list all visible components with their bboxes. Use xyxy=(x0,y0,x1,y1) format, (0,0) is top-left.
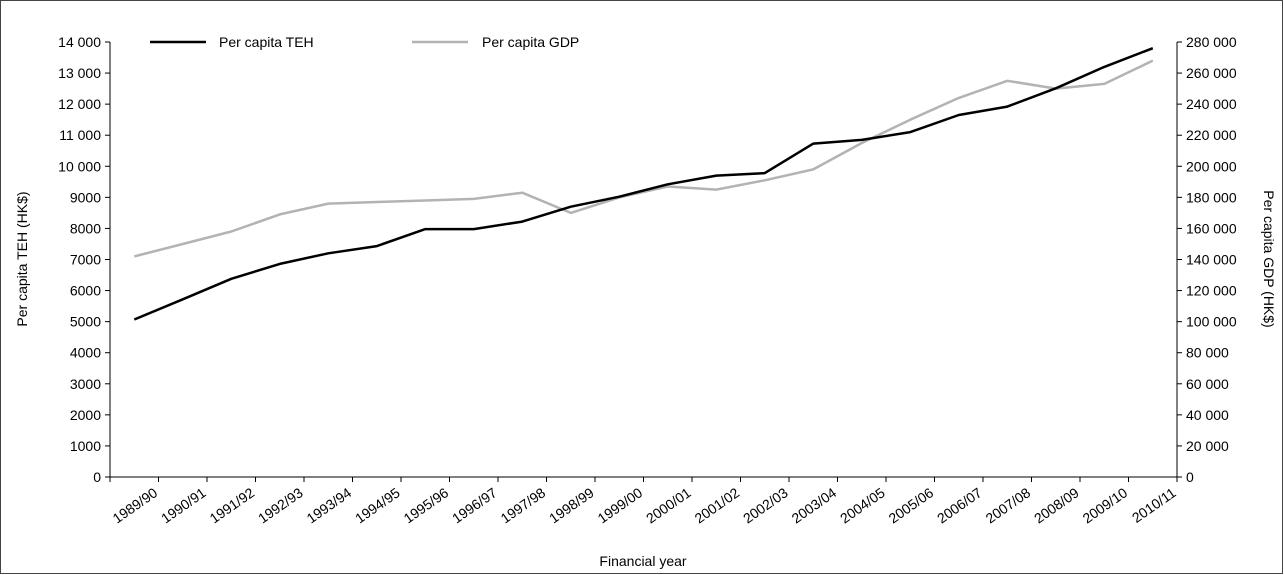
left-axis-tick-label: 14 000 xyxy=(58,34,101,50)
series-line-per-capita-gdp xyxy=(133,59,1154,258)
left-axis-tick-label: 11 000 xyxy=(59,127,101,143)
legend-label-gdp: Per capita GDP xyxy=(482,34,579,50)
x-axis-tick-label: 2000/01 xyxy=(643,484,694,526)
x-axis-tick-label: 1995/96 xyxy=(401,484,452,526)
x-axis-tick-label: 2001/02 xyxy=(692,484,743,526)
left-axis-tick-label: 9000 xyxy=(70,189,101,205)
right-axis-tick-label: 100 000 xyxy=(1186,314,1237,330)
x-axis-tick-label: 2008/09 xyxy=(1031,484,1082,526)
x-axis-tick-label: 1997/98 xyxy=(498,484,549,526)
left-axis-tick-label: 6000 xyxy=(70,283,101,299)
x-axis-tick-label: 2002/03 xyxy=(740,484,791,526)
left-axis-tick-label: 3000 xyxy=(70,376,101,392)
right-axis-title: Per capita GDP (HK$) xyxy=(1261,190,1277,327)
left-axis-tick-label: 4000 xyxy=(70,345,101,361)
right-axis-tick-label: 220 000 xyxy=(1186,127,1237,143)
x-axis-tick-label: 1998/99 xyxy=(546,484,597,526)
right-axis-tick-label: 180 000 xyxy=(1186,189,1237,205)
x-axis-tick-label: 2005/06 xyxy=(886,484,937,526)
axes: 0 1000 2000 3000 4000 5000 6000 7000 8000 9000 10 … xyxy=(58,34,1237,526)
x-axis-title: Financial year xyxy=(599,553,686,569)
right-axis-tick-label: 120 000 xyxy=(1186,283,1237,299)
x-axis-tick-label: 1993/94 xyxy=(304,484,355,526)
left-axis-tick-label: 10 000 xyxy=(58,158,101,174)
legend: Per capita TEH Per capita GDP xyxy=(150,34,579,50)
left-axis-tick-label: 2000 xyxy=(70,407,101,423)
right-axis-tick-label: 20 000 xyxy=(1186,438,1229,454)
left-axis-tick-label: 12 000 xyxy=(58,96,101,112)
left-axis-tick-label: 8000 xyxy=(70,220,101,236)
right-axis-tick-label: 40 000 xyxy=(1186,407,1229,423)
x-axis-tick-label: 1999/00 xyxy=(595,484,646,526)
series-line-per-capita-teh xyxy=(133,47,1154,321)
left-axis-tick-label: 5000 xyxy=(70,314,101,330)
legend-label-teh: Per capita TEH xyxy=(219,34,314,50)
x-axis-tick-label: 2007/08 xyxy=(983,484,1034,526)
right-axis-tick-label: 0 xyxy=(1186,469,1194,485)
right-axis-tick-label: 60 000 xyxy=(1186,376,1229,392)
right-axis-tick-label: 280 000 xyxy=(1186,34,1237,50)
series-layer xyxy=(133,47,1154,321)
x-axis-tick-label: 1990/91 xyxy=(158,484,209,526)
right-axis-tick-label: 260 000 xyxy=(1186,65,1237,81)
right-axis-tick-label: 200 000 xyxy=(1186,158,1237,174)
right-axis-tick-label: 80 000 xyxy=(1186,345,1229,361)
x-axis-tick-label: 2004/05 xyxy=(837,484,888,526)
right-axis-tick-label: 140 000 xyxy=(1186,252,1237,268)
x-axis-tick-label: 1989/90 xyxy=(110,484,161,526)
x-axis-tick-label: 1992/93 xyxy=(255,484,306,526)
right-axis-tick-label: 240 000 xyxy=(1186,96,1237,112)
x-axis-tick-label: 1991/92 xyxy=(207,484,258,526)
x-axis-tick-label: 2003/04 xyxy=(789,484,840,526)
x-axis-tick-label: 1996/97 xyxy=(449,484,500,526)
x-axis-tick-label: 2006/07 xyxy=(934,484,985,526)
left-axis-tick-label: 1000 xyxy=(70,438,101,454)
x-axis-tick-label: 2009/10 xyxy=(1080,484,1131,526)
x-axis-tick-label: 1994/95 xyxy=(352,484,403,526)
left-axis-tick-label: 13 000 xyxy=(58,65,101,81)
left-axis-tick-label: 0 xyxy=(93,469,101,485)
x-axis-tick-label: 2010/11 xyxy=(1129,484,1179,526)
left-axis-title: Per capita TEH (HK$) xyxy=(14,191,30,326)
left-axis-tick-label: 7000 xyxy=(70,252,101,268)
right-axis-tick-label: 160 000 xyxy=(1186,220,1237,236)
